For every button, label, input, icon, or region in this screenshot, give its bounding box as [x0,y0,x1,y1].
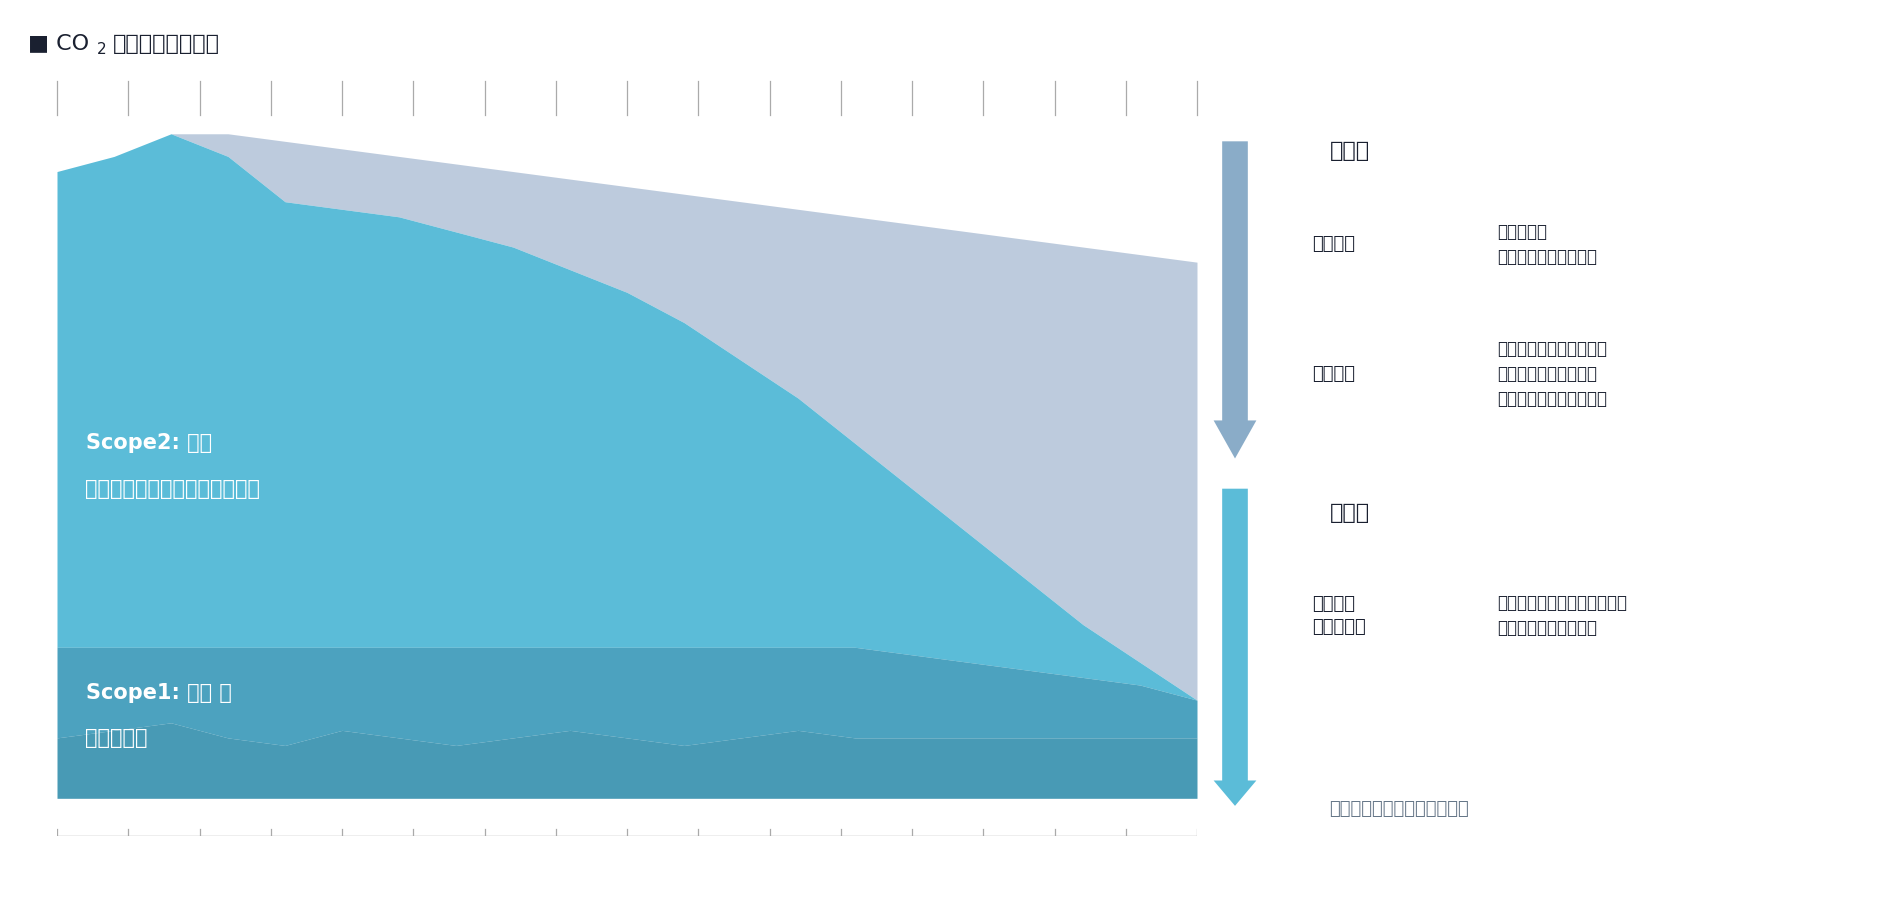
Text: ■ CO: ■ CO [28,33,89,54]
Text: 再生可能
エネルギー: 再生可能 エネルギー [1313,594,1366,636]
Text: （非再生可能エネルギー電力）: （非再生可能エネルギー電力） [86,478,260,499]
Text: クレジットによるオフセット: クレジットによるオフセット [1330,800,1469,818]
Text: カエル: カエル [1330,503,1370,523]
Polygon shape [1214,489,1256,806]
Text: 技術革新: 技術革新 [1313,364,1355,383]
Text: 日常改善: 日常改善 [1313,235,1355,254]
Text: （非電力）: （非電力） [86,728,148,748]
Text: Scope1: ガス 等: Scope1: ガス 等 [86,682,232,703]
Text: Scope2: 電力: Scope2: 電力 [86,433,211,453]
Text: 削減のイメージ図: 削減のイメージ図 [112,33,220,54]
Text: 2: 2 [97,42,106,58]
Text: ・太陽光発電システムの導入
・グリーン電力の購入: ・太陽光発電システムの導入 ・グリーン電力の購入 [1497,594,1626,636]
Polygon shape [1214,141,1256,458]
Text: ヘラス: ヘラス [1330,140,1370,161]
Text: ・革新生産技術の開発、
　導入による工程削減
・熱マネジメントの強化: ・革新生産技術の開発、 導入による工程削減 ・熱マネジメントの強化 [1497,340,1607,407]
Text: ・不良低減
・サイクルタイム短縮: ・不良低減 ・サイクルタイム短縮 [1497,223,1598,265]
